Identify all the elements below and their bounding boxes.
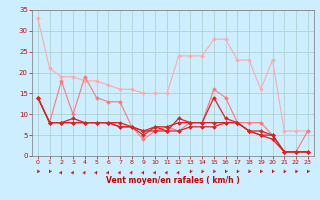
- X-axis label: Vent moyen/en rafales ( km/h ): Vent moyen/en rafales ( km/h ): [106, 176, 240, 185]
